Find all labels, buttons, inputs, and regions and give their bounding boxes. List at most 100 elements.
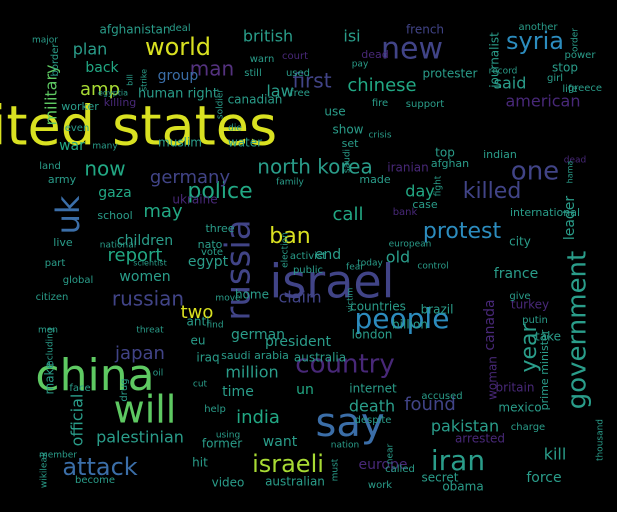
word-video: video <box>212 476 245 490</box>
word-still: still <box>244 68 261 79</box>
word-journalist: journalist <box>488 32 502 89</box>
word-strike: strike <box>140 69 149 91</box>
word-iranian: iranian <box>387 161 429 175</box>
word-force: force <box>526 470 561 486</box>
word-muslim: muslim <box>158 136 202 150</box>
word-near: near <box>386 443 396 464</box>
word-oil: oil <box>153 369 164 379</box>
word-one: one <box>511 157 559 187</box>
word-british: british <box>243 27 293 46</box>
word-two: two <box>181 302 214 323</box>
word-bank: bank <box>393 207 418 218</box>
word-hama: hama <box>566 161 575 184</box>
word-citizen: citizen <box>36 292 69 303</box>
word-dead: dead <box>361 48 388 61</box>
word-must: must <box>331 458 341 481</box>
word-order: order <box>571 28 581 52</box>
word-now: now <box>84 157 125 181</box>
word-said: said <box>494 74 527 93</box>
word-saudi: saudi <box>343 149 353 173</box>
word-cloud-words: united states china israel say russia will new… <box>0 22 606 494</box>
word-call: call <box>333 204 364 225</box>
word-saudi-arabia: saudi arabia <box>221 349 289 362</box>
word-australia: australia <box>294 351 346 365</box>
word-ban: ban <box>269 224 310 249</box>
word-protester: protester <box>423 67 478 81</box>
word-bill: bill <box>126 74 135 86</box>
word-time: time <box>222 384 254 400</box>
word-will: will <box>114 388 177 432</box>
word-amp: amp <box>80 79 120 100</box>
word-india: india <box>236 407 280 428</box>
word-syria: syria <box>506 27 564 55</box>
word-record: record <box>489 67 518 77</box>
word-make: make <box>43 362 57 395</box>
word-egypt: egypt <box>188 254 229 270</box>
word-president: president <box>265 334 332 350</box>
word-international: international <box>510 206 580 219</box>
word-become: become <box>75 475 115 486</box>
word-attack: attack <box>62 453 137 481</box>
word-hit: hit <box>192 456 208 470</box>
word-election: election <box>281 232 291 268</box>
word-law: law <box>266 82 293 101</box>
word-nato: nato <box>198 238 223 251</box>
word-face: face <box>69 383 90 394</box>
word-country: country <box>295 350 394 380</box>
word-another: another <box>518 22 558 33</box>
word-kill: kill <box>544 445 567 464</box>
word-home: home <box>235 288 269 302</box>
word-greece: greece <box>568 83 602 94</box>
word-ukraine: ukraine <box>172 193 217 207</box>
word-canadian: canadian <box>228 93 283 107</box>
word-threat: threat <box>136 326 164 336</box>
word-die: die <box>228 124 242 134</box>
word-land: land <box>39 161 61 172</box>
word-crisis: crisis <box>368 131 391 141</box>
word-police: police <box>187 179 252 204</box>
word-european: european <box>389 240 432 250</box>
word-former: former <box>202 437 242 451</box>
word-court: court <box>282 51 308 62</box>
word-killing: killing <box>104 96 137 109</box>
word-dead: dead <box>564 156 586 166</box>
word-deal: deal <box>169 23 190 34</box>
word-water: water <box>228 136 262 150</box>
word-gaza: gaza <box>98 185 131 201</box>
word-japan: japan <box>114 343 165 364</box>
word-europe: europe <box>359 457 408 473</box>
word-city: city <box>509 235 531 249</box>
word-nation: nation <box>331 441 359 451</box>
word-give: give <box>509 291 530 302</box>
word-china: china <box>35 350 154 401</box>
word-man: man <box>190 57 234 81</box>
word-iran: iran <box>431 444 485 477</box>
word-iraq: iraq <box>196 351 219 365</box>
word-plan: plan <box>73 40 108 59</box>
word-fear: fear <box>346 263 364 273</box>
word-fight: fight <box>434 175 444 196</box>
word-family: family <box>276 178 304 188</box>
word-protest: protest <box>423 219 502 244</box>
word-case: case <box>412 198 438 211</box>
word-first: first <box>292 69 331 93</box>
word-report: report <box>108 245 163 266</box>
word-afghanistan: afghanistan <box>99 23 170 37</box>
word-prime-minister: prime minister <box>538 329 551 410</box>
word-death: death <box>349 397 395 416</box>
word-egyptia: egyptia <box>98 89 128 98</box>
word-fire: fire <box>372 98 388 109</box>
word-group: group <box>158 68 199 84</box>
word-three: three <box>205 222 234 235</box>
word-cut: cut <box>193 380 208 390</box>
word-army: army <box>48 173 77 186</box>
word-accused: accused <box>421 391 462 402</box>
word-pay: pay <box>352 60 369 70</box>
word-old: old <box>386 248 410 267</box>
word-find: find <box>206 321 223 331</box>
word-women: women <box>119 269 170 285</box>
word-people: people <box>355 302 450 335</box>
word-girl: girl <box>547 73 563 84</box>
word-mexico: mexico <box>498 401 541 415</box>
word-move: move <box>215 294 241 304</box>
